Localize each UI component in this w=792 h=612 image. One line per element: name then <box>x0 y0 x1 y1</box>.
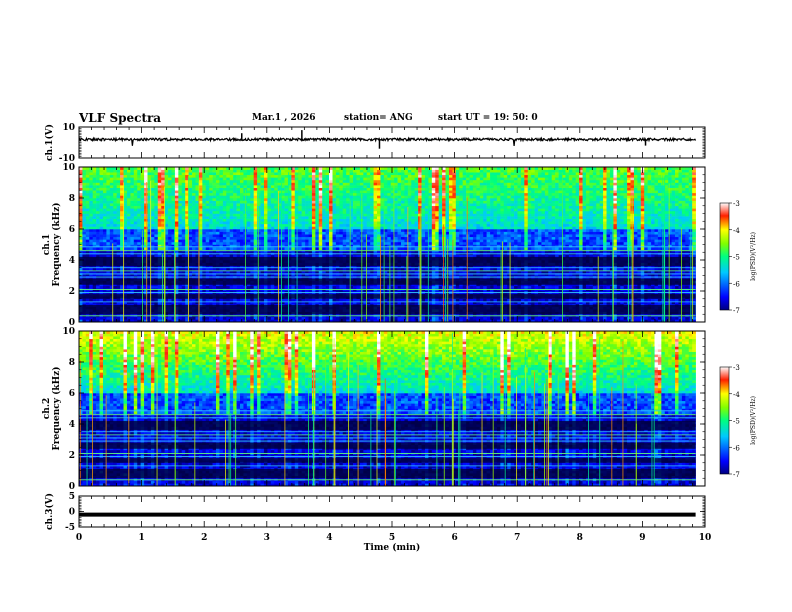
x-axis-label: Time (min) <box>364 542 421 553</box>
x-tick-label: 2 <box>201 533 207 543</box>
y-tick-label: 8 <box>69 358 75 368</box>
ch2-spectrogram-image <box>79 331 696 486</box>
ch2-spectrogram-colorbar <box>720 367 729 474</box>
colorbar-tick-label: -5 <box>733 254 740 262</box>
colorbar-tick-label: -6 <box>733 280 740 288</box>
x-tick-label: 3 <box>264 533 270 543</box>
colorbar-tick-label: -5 <box>733 418 740 426</box>
y-tick-label: 6 <box>69 389 75 399</box>
y-tick-label: 4 <box>69 256 75 266</box>
x-tick-label: 10 <box>699 533 712 543</box>
y-tick-label: 0 <box>69 482 75 492</box>
ch2-spectrogram-colorbar-label: log(PSD)(V²/Hz) <box>750 396 757 445</box>
ch1-spectrogram-dark-band <box>79 279 696 285</box>
y-tick-label: 8 <box>69 194 75 204</box>
y-tick-label: 10 <box>62 163 75 173</box>
colorbar-tick-label: -3 <box>733 364 740 372</box>
y-tick-label: 4 <box>69 420 75 430</box>
y-tick-label: -5 <box>65 523 75 533</box>
colorbar-layer: -3 -4 -5 -6 -7 log(PSD)(V²/Hz) -3 -4 -5 -6 -7 log(P… <box>720 200 757 479</box>
x-tick-label: 7 <box>514 533 520 543</box>
colorbar-tick-label: -7 <box>733 307 740 315</box>
ch2-spectrogram-dark-band <box>79 421 696 430</box>
x-tick-label: 1 <box>138 533 144 543</box>
ch1-waveform-ylabel: ch.1(V) <box>44 124 55 161</box>
ch2-spectrogram-dark-band <box>79 469 696 478</box>
y-tick-label: 0 <box>69 508 75 518</box>
colorbar-tick-label: -7 <box>733 471 740 479</box>
x-tick-label: 5 <box>389 533 395 543</box>
colorbar-tick-label: -6 <box>733 444 740 452</box>
ch1-waveform-trace <box>79 138 696 146</box>
ch1-spectrogram-dark-band <box>79 305 696 314</box>
ch2-spectrogram-dark-band <box>79 458 696 463</box>
colorbar-tick-label: -4 <box>733 391 740 399</box>
ch1-spectrogram-colorbar-label: log(PSD)(V²/Hz) <box>750 232 757 281</box>
ch1-spectrogram-ylabel-channel: ch.1 <box>42 234 52 255</box>
x-tick-label: 4 <box>326 533 332 543</box>
ch1-spectrogram-ylabel: Frequency (kHz) <box>51 202 62 286</box>
y-tick-label: 10 <box>62 327 75 337</box>
ch3-waveform-ylabel: ch.3(V) <box>44 493 55 530</box>
y-tick-label: 6 <box>69 225 75 235</box>
x-tick-label: 9 <box>639 533 645 543</box>
ch1-spectrogram-dark-band <box>79 294 696 299</box>
y-tick-label: 2 <box>69 287 75 297</box>
ch2-spectrogram-ylabel: Frequency (kHz) <box>51 366 62 450</box>
vlf-spectra-figure: 10-10ch.1(V)0246810ch.1 Frequency (kHz)02… <box>0 0 792 612</box>
y-tick-label: 2 <box>69 451 75 461</box>
colorbar-tick-label: -3 <box>733 200 740 208</box>
ch2-spectrogram-dark-band <box>79 443 696 449</box>
x-tick-label: 8 <box>577 533 583 543</box>
x-tick-label: 6 <box>451 533 457 543</box>
ch2-spectrogram-ylabel-channel: ch.2 <box>42 398 52 419</box>
x-tick-label: 0 <box>76 533 82 543</box>
colorbar-tick-label: -4 <box>733 227 740 235</box>
y-tick-label: 10 <box>62 123 75 133</box>
ch1-spectrogram-dark-band <box>79 257 696 266</box>
ch1-spectrogram-image <box>79 167 696 322</box>
ch1-spectrogram-colorbar <box>720 203 729 310</box>
y-tick-label: 5 <box>69 492 75 502</box>
spectrogram-layer <box>79 167 696 486</box>
